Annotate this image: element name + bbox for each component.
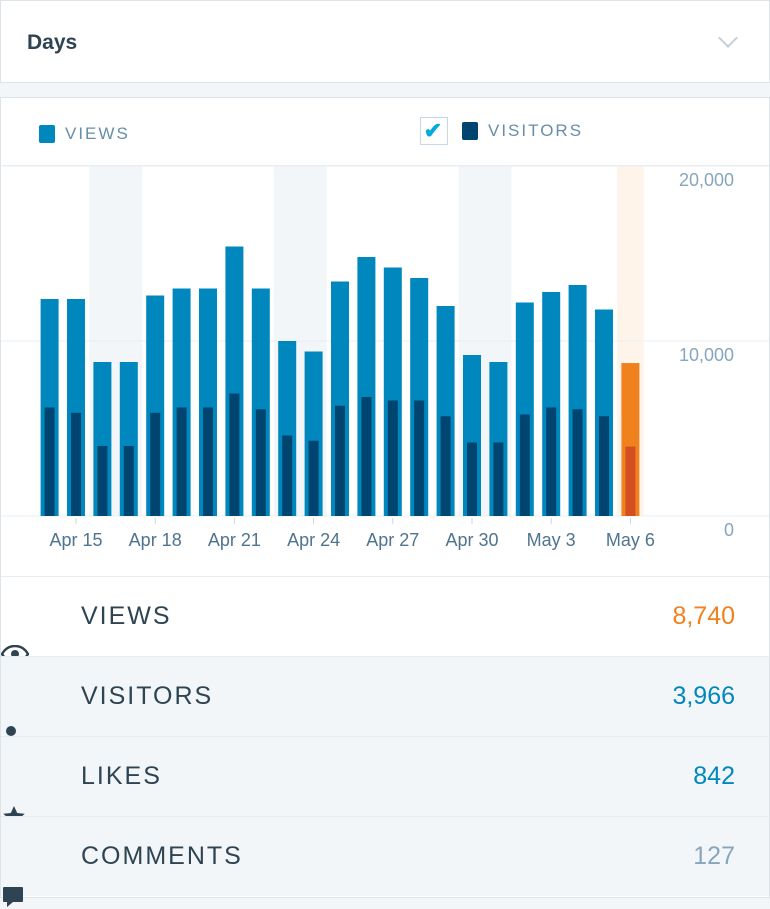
checkmark-icon: ✔ (423, 118, 445, 143)
legend-views: VIEWS (39, 124, 130, 144)
period-dropdown[interactable]: Days (0, 0, 770, 83)
stat-label: COMMENTS (81, 842, 243, 870)
stat-label: VIEWS (81, 602, 172, 630)
chevron-down-icon[interactable] (718, 28, 738, 48)
visitors-bar[interactable] (519, 414, 530, 517)
legend-visitors[interactable]: ✔ VISITORS (420, 117, 583, 145)
x-tick-label: May 3 (527, 530, 576, 550)
visitors-bar[interactable] (150, 412, 161, 516)
stat-value: 842 (693, 762, 735, 790)
visitors-bar[interactable] (467, 442, 477, 517)
stat-value: 127 (693, 842, 735, 870)
stat-row-likes[interactable]: LIKES 842 (1, 736, 769, 827)
visitors-bar[interactable] (572, 409, 583, 516)
visitors-bar[interactable] (599, 416, 609, 516)
y-tick-label: 0 (724, 520, 734, 540)
y-tick-label: 10,000 (679, 345, 734, 365)
x-tick-label: Apr 21 (208, 530, 261, 550)
x-tick-label: Apr 24 (287, 530, 340, 550)
visitors-checkbox[interactable]: ✔ (420, 117, 448, 145)
visitors-bar[interactable] (387, 400, 398, 517)
visitors-bar[interactable] (97, 446, 108, 516)
views-swatch (39, 125, 55, 143)
visitors-bar[interactable] (625, 446, 636, 516)
visitors-bar[interactable] (335, 405, 345, 516)
visitors-swatch (462, 122, 478, 140)
visitors-bar[interactable] (123, 446, 134, 516)
visitors-bar[interactable] (282, 435, 293, 517)
visitors-bar[interactable] (493, 442, 504, 517)
stat-value: 3,966 (672, 682, 735, 710)
x-tick-label: Apr 18 (129, 530, 182, 550)
period-title: Days (27, 31, 78, 54)
x-tick-label: May 6 (606, 530, 655, 550)
bar-chart: 20,000 10,000 0 Apr 15 Apr 18 Apr 21 Apr 24 Apr… (1, 166, 769, 550)
visitors-bar[interactable] (71, 412, 81, 516)
stat-label: LIKES (81, 762, 162, 790)
stat-row-visitors[interactable]: VISITORS 3,966 (1, 656, 769, 746)
legend-visitors-label: VISITORS (488, 121, 584, 140)
visitors-bar[interactable] (308, 440, 319, 516)
visitors-bar[interactable] (361, 397, 372, 516)
x-tick-label: Apr 27 (366, 530, 419, 550)
visitors-bar[interactable] (546, 407, 557, 517)
visitors-bar[interactable] (176, 407, 187, 517)
legend-views-label: VIEWS (65, 124, 130, 143)
x-tick-label: Apr 30 (445, 530, 498, 550)
stat-row-views[interactable]: VIEWS 8,740 (1, 576, 769, 663)
stat-row-comments[interactable]: COMMENTS 127 (1, 816, 769, 907)
stat-label: VISITORS (81, 682, 214, 710)
stats-chart-card: VIEWS ✔ VISITORS 20,000 10,000 0 Apr 15 Apr … (0, 97, 770, 907)
stat-value: 8,740 (672, 602, 735, 630)
visitors-bar[interactable] (255, 409, 266, 516)
y-tick-label: 20,000 (679, 170, 734, 190)
visitors-bar[interactable] (229, 393, 240, 517)
x-tick-label: Apr 15 (49, 530, 102, 550)
chart-legend: VIEWS ✔ VISITORS (1, 98, 769, 166)
visitors-bar[interactable] (414, 400, 425, 517)
visitors-bar[interactable] (44, 407, 55, 517)
visitors-bar[interactable] (203, 407, 213, 517)
visitors-bar[interactable] (440, 416, 451, 516)
